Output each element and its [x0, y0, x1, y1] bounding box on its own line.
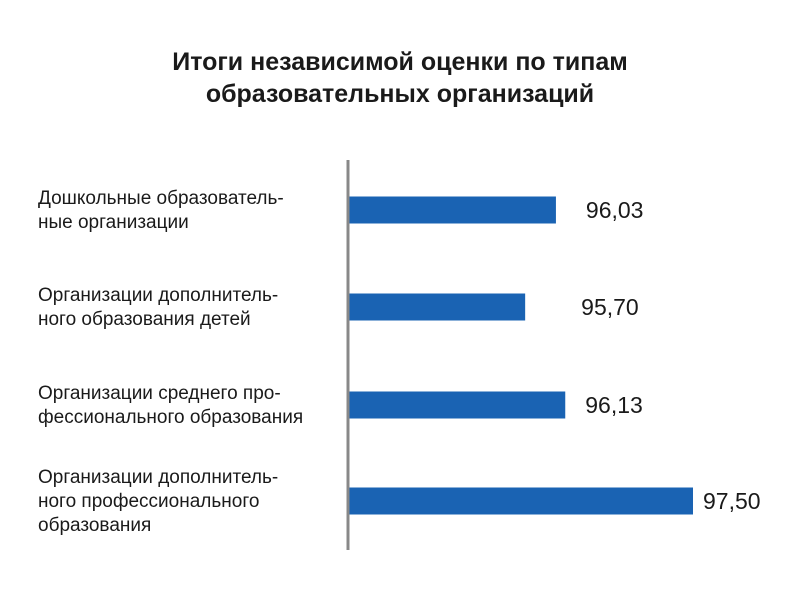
bar-1 [348, 196, 556, 224]
value-label-1: 96,03 [586, 197, 644, 223]
chart-title-line-1: Итоги независимой оценки по типам [172, 48, 628, 76]
category-label-3-line-2: фессионального образования [38, 407, 303, 428]
category-label-4-line-2: ного профессионального [38, 491, 259, 512]
chart-title-line-2: образовательных организаций [205, 80, 595, 108]
category-label-3-line-1: Организации среднего про- [38, 383, 281, 404]
value-label-3: 96,13 [585, 392, 643, 418]
bar-3 [348, 391, 566, 419]
value-label-2: 95,70 [581, 294, 639, 320]
value-label-4: 97,50 [703, 488, 761, 514]
category-label-1-line-2: ные организации [38, 212, 189, 233]
bar-2 [348, 293, 526, 321]
chart-title: Итоги независимой оценки по типам образо… [100, 46, 700, 110]
category-label-2-line-1: Организации дополнитель- [38, 285, 278, 306]
bar-4 [348, 487, 693, 515]
category-label-2-line-2: ного образования детей [38, 309, 251, 330]
category-label-4-line-1: Организации дополнитель- [38, 467, 278, 488]
category-label-4-line-3: образования [38, 515, 151, 536]
category-label-1-line-1: Дошкольные образователь- [38, 188, 284, 209]
